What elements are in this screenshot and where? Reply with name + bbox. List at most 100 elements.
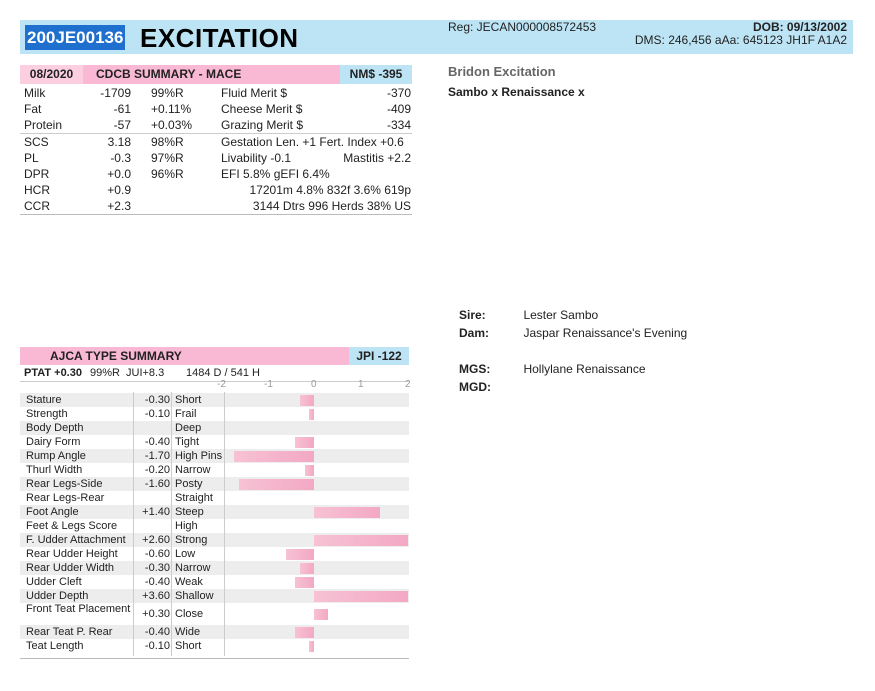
- merit-label: Cheese Merit $: [221, 102, 303, 116]
- trait-value: +2.60: [142, 534, 170, 546]
- sire-name[interactable]: Lester Sambo: [523, 308, 599, 322]
- scale-tick-label: -2: [217, 379, 226, 390]
- scale-tick-label: -1: [264, 379, 273, 390]
- trait-value: -0.40: [144, 436, 170, 448]
- trait-descriptor: High Pins: [175, 450, 223, 462]
- trait-label: DPR: [24, 167, 50, 181]
- type-trait-row: Rear Teat P. Rear -0.40 Wide: [20, 625, 409, 639]
- type-trait-row: Rear Udder Height -0.60 Low: [20, 547, 409, 561]
- trait-value: +2.3: [76, 198, 131, 215]
- trait-name: Foot Angle: [26, 506, 79, 518]
- trait-descriptor: Weak: [175, 576, 203, 588]
- trait-value: -1.60: [144, 478, 170, 490]
- trait-descriptor: Deep: [175, 422, 202, 434]
- type-trait-row: Feet & Legs Score High: [20, 519, 409, 533]
- type-trait-row: Udder Depth +3.60 Shallow: [20, 589, 409, 603]
- cdcb-row: CCR +2.3 3144 Dtrs 996 Herds 38% US: [20, 198, 412, 215]
- trait-bar: [299, 394, 314, 406]
- trait-bar: [314, 534, 408, 546]
- trait-bar: [295, 576, 314, 588]
- type-trait-row: Udder Cleft -0.40 Weak: [20, 575, 409, 589]
- trait-value: -0.30: [144, 562, 170, 574]
- merit-value: Mastitis +2.2: [343, 151, 411, 165]
- trait-value: +0.30: [142, 608, 170, 620]
- trait-bar: [238, 478, 314, 490]
- trait-bar: [295, 436, 314, 448]
- trait-reliability: [131, 182, 221, 198]
- trait-descriptor: High: [175, 520, 198, 532]
- trait-value: -61: [113, 102, 131, 116]
- mgs-name[interactable]: Hollylane Renaissance: [523, 362, 646, 376]
- trait-descriptor: Short: [175, 394, 202, 406]
- trait-value: -1.70: [144, 450, 170, 462]
- sire-label: Sire:: [459, 308, 486, 322]
- trait-descriptor: Tight: [175, 436, 200, 448]
- trait-reliability: +0.11%: [151, 102, 192, 116]
- dam-label: Dam:: [459, 326, 490, 340]
- merit-label: Fluid Merit $: [221, 86, 288, 100]
- mgs-row: MGS: Hollylane Renaissance: [459, 360, 839, 378]
- trait-name: Strength: [26, 408, 68, 420]
- trait-name: Rear Udder Width: [26, 562, 115, 574]
- jpi-index: JPI -122: [349, 347, 409, 365]
- type-trait-row: Strength -0.10 Frail: [20, 407, 409, 421]
- trait-name: Rump Angle: [26, 450, 86, 462]
- registration-number: Reg: JECAN000008572453: [448, 20, 597, 34]
- trait-bar: [309, 408, 314, 420]
- desc-divider: [171, 392, 172, 656]
- animal-full-name: Bridon Excitation: [448, 64, 556, 79]
- animal-header: 200JE00136 EXCITATION Reg: JECAN00000857…: [20, 20, 853, 54]
- trait-label: Milk: [24, 86, 46, 100]
- trait-value: -57: [113, 118, 131, 132]
- trait-value: -0.3: [110, 151, 131, 165]
- merit-label: Grazing Merit $: [221, 118, 304, 132]
- dam-row: Dam: Jaspar Renaissance's Evening: [459, 324, 839, 342]
- mgs-label: MGS:: [459, 362, 491, 376]
- trait-bar: [309, 640, 314, 652]
- type-trait-row: Rear Legs-Side -1.60 Posty: [20, 477, 409, 491]
- trait-value: -0.20: [144, 464, 170, 476]
- trait-reliability: +0.03%: [151, 118, 193, 132]
- date-of-birth: DOB: 09/13/2002: [752, 20, 847, 34]
- parentage-line: Sambo x Renaissance x: [448, 85, 585, 99]
- trait-label: SCS: [20, 133, 76, 150]
- trait-bar: [285, 548, 314, 560]
- cdcb-row: DPR +0.0 96%R EFI 5.8% gEFI 6.4%: [20, 166, 412, 182]
- cdcb-row: Protein -57 +0.03% Grazing Merit $ -334: [20, 117, 412, 134]
- mgd-row: MGD:: [459, 378, 839, 396]
- trait-name: F. Udder Attachment: [26, 534, 126, 546]
- merit-label: EFI 5.8% gEFI 6.4%: [221, 167, 330, 181]
- trait-bar: [314, 608, 329, 620]
- trait-name: Front Teat Placement: [26, 603, 131, 615]
- trait-descriptor: Shallow: [175, 590, 214, 602]
- merit-value: -334: [386, 118, 411, 132]
- registration-id[interactable]: 200JE00136: [25, 25, 126, 50]
- merit-value: -370: [386, 86, 411, 100]
- evaluation-date: 08/2020: [20, 65, 83, 84]
- trait-bar: [314, 590, 408, 602]
- trait-value: +0.9: [107, 183, 131, 197]
- trait-descriptor: Narrow: [175, 562, 211, 574]
- ptat-line: PTAT +0.30 99%R JUI+8.3 1484 D / 541 H: [20, 365, 409, 381]
- trait-bar: [299, 562, 314, 574]
- trait-bar: [295, 626, 314, 638]
- cdcb-row: PL -0.3 97%R Livability -0.1 Mastitis +2.2: [20, 150, 412, 166]
- trait-name: Rear Legs-Side: [26, 478, 103, 490]
- trait-value: 3.18: [76, 133, 131, 150]
- cdcb-row: HCR +0.9 17201m 4.8% 832f 3.6% 619p: [20, 182, 412, 198]
- trait-value: +1.40: [142, 506, 170, 518]
- net-merit-index: NM$ -395: [340, 65, 412, 84]
- value-divider: [133, 392, 134, 656]
- type-trait-row: Front Teat Placement +0.30 Close: [20, 603, 409, 625]
- trait-reliability: 97%R: [151, 151, 184, 165]
- dam-name[interactable]: Jaspar Renaissance's Evening: [523, 326, 688, 340]
- trait-descriptor: Short: [175, 640, 202, 652]
- trait-label: Fat: [24, 102, 42, 116]
- trait-value: +3.60: [142, 590, 170, 602]
- trait-value: -0.10: [144, 640, 170, 652]
- animal-name: EXCITATION: [140, 23, 299, 53]
- trait-label: CCR: [20, 198, 76, 215]
- type-trait-row: Thurl Width -0.20 Narrow: [20, 463, 409, 477]
- type-traits-chart: -2 -1 0 1 2 Stature -0.30 Short Strength -0.10 Fr…: [20, 379, 411, 659]
- trait-bar: [304, 464, 314, 476]
